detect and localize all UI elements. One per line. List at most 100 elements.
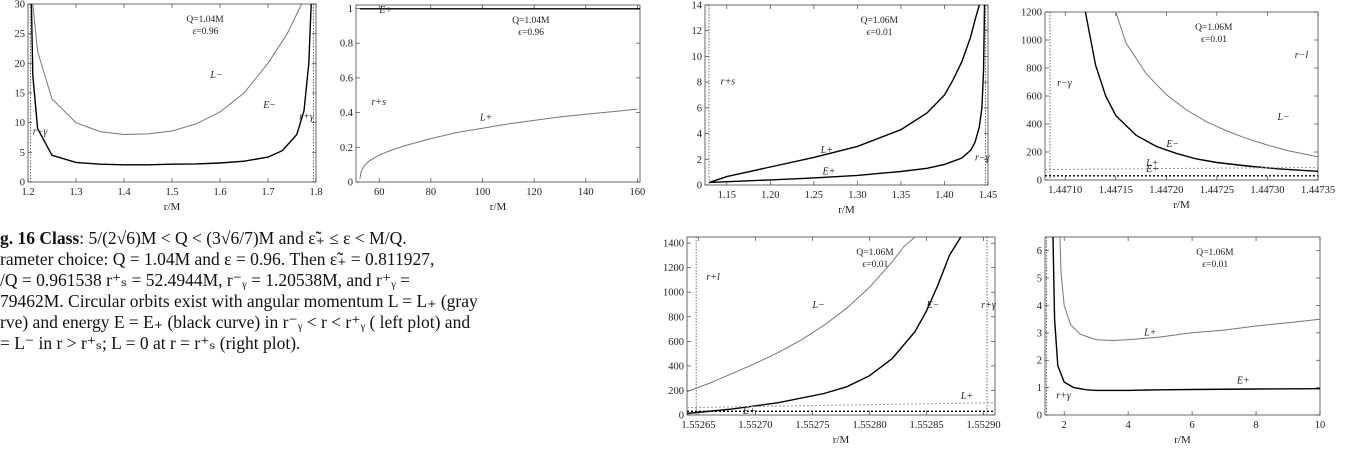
x-tick-label: 8 [1253, 420, 1258, 431]
x-tick-label: 1.25 [805, 190, 823, 201]
series-curve [1045, 166, 1318, 170]
x-tick-label: 1.44725 [1200, 185, 1234, 196]
y-tick-label: 6 [697, 103, 702, 114]
y-tick-label: 0.6 [340, 73, 353, 84]
parameter-annotation: Q=1.06M [856, 248, 894, 258]
caption-line-5: rve) and energy E = E₊ (black curve) in … [0, 312, 471, 332]
y-tick-label: 4 [697, 129, 703, 140]
curve-label: r+γ [1056, 391, 1072, 402]
y-tick-label: 400 [1026, 120, 1042, 131]
y-tick-label: 1200 [1021, 8, 1042, 19]
x-tick-label: 1.5 [165, 187, 178, 198]
y-tick-label: 14 [692, 1, 703, 12]
caption-figure-label: g. 16 Class [0, 228, 80, 248]
series-curve [1115, 12, 1318, 158]
y-tick-label: 0 [1037, 411, 1042, 422]
plot-panel-5: 1.55265 1.55270 1.55275 1.55280 1.55285 1.552… [663, 236, 1001, 446]
series-curve [359, 108, 638, 179]
x-tick-label: 6 [1189, 420, 1194, 431]
series-curve [1059, 237, 1320, 342]
curve-label: L− [209, 70, 222, 81]
x-axis-label: r/M [164, 201, 181, 213]
x-axis-label: r/M [1174, 434, 1191, 446]
plot-panel-4: 1.44710 1.44715 1.44720 1.44725 1.44730 1.447… [1021, 8, 1335, 212]
series-curve [30, 4, 312, 166]
x-tick-label: 2 [1062, 420, 1067, 431]
x-tick-label: 1.55275 [795, 420, 829, 431]
series-curve [32, 4, 309, 136]
x-tick-label: 1.44730 [1250, 185, 1284, 196]
y-tick-label: 0 [348, 178, 353, 189]
x-tick-label: 1.55270 [738, 420, 772, 431]
parameter-annotation: ϵ=0.01 [1201, 35, 1227, 45]
plot-panel-1: 1.2 1.3 1.4 1.5 1.6 1.7 1.8 0 5 10 15 20 25 30 r/M L− E−… [15, 0, 323, 213]
series-curve [687, 237, 916, 393]
y-tick-label: 25 [15, 29, 26, 40]
series-curve [687, 402, 995, 409]
curve-label: L+ [1145, 158, 1158, 169]
parameter-annotation: ϵ=0.01 [862, 260, 888, 270]
x-tick-label: 1.44735 [1301, 185, 1335, 196]
curve-label: E+ [1236, 376, 1250, 387]
series-curve [709, 5, 986, 184]
x-tick-label: 1.44715 [1099, 185, 1133, 196]
series-curve [1052, 237, 1320, 392]
curve-label: E+ [378, 5, 392, 16]
y-tick-label: 600 [1026, 92, 1042, 103]
curve-label: E+ [1145, 164, 1159, 175]
parameter-annotation: ϵ=0.01 [1202, 260, 1228, 270]
x-tick-label: 1.44720 [1149, 185, 1183, 196]
x-tick-label: 1.30 [848, 190, 866, 201]
x-tick-label: 1.8 [309, 187, 322, 198]
curve-label: E+ [742, 406, 756, 417]
y-tick-label: 0.8 [340, 39, 353, 50]
x-axis-label: r/M [490, 201, 507, 213]
x-tick-label: 1.15 [718, 190, 736, 201]
x-tick-label: 160 [630, 187, 646, 198]
curve-label: r−γ [33, 127, 49, 138]
series-curve [709, 5, 980, 184]
y-tick-label: 1000 [663, 288, 684, 299]
curve-label: L+ [479, 112, 492, 123]
parameter-annotation: Q=1.06M [1195, 23, 1233, 33]
curve-label: E+ [822, 167, 836, 178]
plot-frame [1044, 236, 1321, 416]
parameter-annotation: Q=1.06M [861, 16, 899, 26]
y-tick-label: 15 [15, 89, 26, 100]
x-axis-label: r/M [833, 434, 850, 446]
curve-label: r+γ [981, 300, 997, 311]
x-tick-label: 140 [578, 187, 594, 198]
curve-label: r−l [1295, 50, 1309, 61]
y-tick-label: 2 [697, 155, 702, 166]
x-tick-label: 1.40 [935, 190, 953, 201]
y-tick-label: 0 [679, 411, 684, 422]
x-tick-label: 1.44710 [1048, 185, 1082, 196]
y-tick-label: 5 [20, 148, 25, 159]
x-tick-label: 1.55285 [909, 420, 943, 431]
curve-label: L+ [1143, 328, 1156, 339]
y-tick-label: 600 [668, 337, 684, 348]
curve-label: r−γ [1057, 78, 1073, 89]
curve-label: E− [1165, 139, 1179, 150]
y-tick-label: 1000 [1021, 36, 1042, 47]
x-tick-label: 1.3 [69, 187, 82, 198]
x-axis-label: r/M [838, 204, 855, 216]
y-tick-label: 6 [1037, 246, 1042, 257]
curve-label: r+l [706, 272, 720, 283]
parameter-annotation: Q=1.04M [512, 16, 550, 26]
caption-line-3: /Q = 0.961538 r⁺ₛ = 52.4944M, r⁻ᵧ = 1.20… [0, 270, 410, 290]
curve-label: E− [926, 300, 940, 311]
curve-label: L+ [960, 391, 973, 402]
x-tick-label: 120 [526, 187, 542, 198]
series-curve [687, 237, 962, 415]
curve-label: L+ [820, 145, 833, 156]
x-tick-label: 4 [1126, 420, 1132, 431]
x-tick-label: 1.55280 [852, 420, 886, 431]
caption-line-2: rameter choice: Q = 1.04M and ε = 0.96. … [0, 249, 435, 269]
caption-line-1: g. 16 Class: 5/(2√6)M < Q < (3√6/7)M and… [0, 228, 655, 249]
caption-line-6: = L⁻ in r > r⁺ₛ; L = 0 at r = r⁺ₛ (right… [0, 333, 301, 353]
y-tick-label: 0 [697, 181, 702, 192]
y-tick-label: 0.2 [340, 143, 353, 154]
curve-label: L− [1277, 112, 1290, 123]
parameter-annotation: Q=1.06M [1196, 248, 1234, 258]
